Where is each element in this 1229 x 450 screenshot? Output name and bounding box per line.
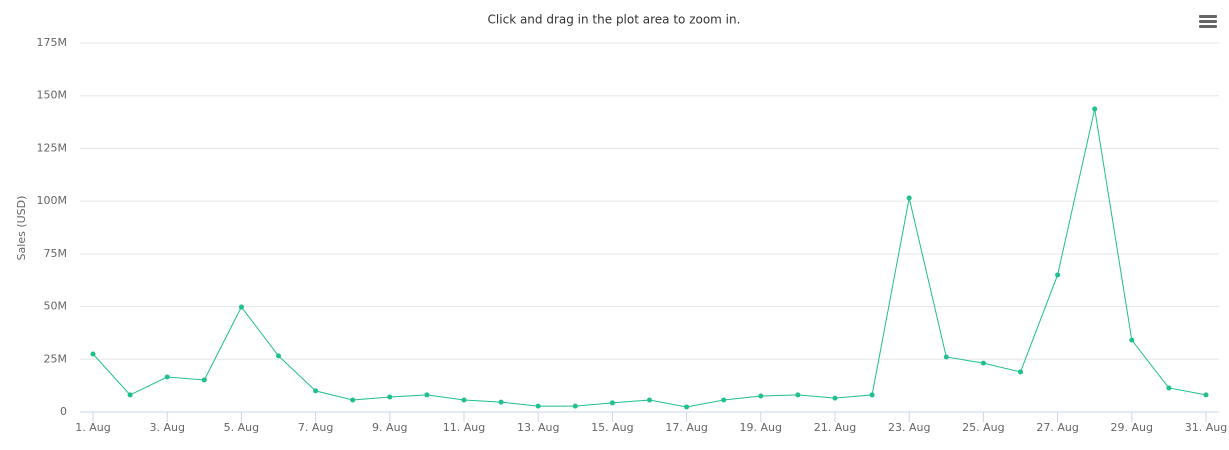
point-marker (164, 374, 170, 380)
point-marker (313, 388, 319, 394)
point-marker (1203, 392, 1209, 398)
point-marker (906, 195, 912, 201)
point-marker (647, 397, 652, 403)
point-marker (535, 403, 541, 409)
point-marker (869, 392, 875, 398)
point-marker (1055, 272, 1061, 278)
point-marker (684, 404, 690, 410)
y-tick-label: 50M (44, 300, 68, 313)
y-tick-label: 25M (44, 352, 68, 365)
menu-bar (1199, 20, 1217, 23)
y-tick-label: 0 (60, 405, 67, 418)
point-marker (943, 354, 949, 360)
x-tick-label: 9. Aug (372, 421, 407, 434)
point-marker (276, 353, 281, 359)
x-tick-label: 1. Aug (75, 421, 110, 434)
y-axis-label: Sales (USD) (15, 196, 28, 261)
chart-subtitle: Click and drag in the plot area to zoom … (488, 13, 741, 27)
y-tick-label: 75M (44, 247, 68, 260)
x-tick-label: 29. Aug (1111, 421, 1153, 434)
menu-bar (1199, 15, 1217, 18)
x-tick-label: 15. Aug (591, 421, 633, 434)
y-tick-label: 150M (37, 89, 68, 102)
x-tick-label: 25. Aug (962, 421, 1004, 434)
x-tick-label: 21. Aug (814, 421, 856, 434)
x-tick-label: 17. Aug (665, 421, 707, 434)
x-tick-label: 11. Aug (443, 421, 485, 434)
point-marker (498, 399, 504, 405)
point-marker (1018, 369, 1023, 375)
series-line (92, 108, 1207, 408)
y-tick-label: 100M (37, 194, 68, 207)
y-tick-label: 175M (37, 36, 68, 49)
point-marker (90, 351, 96, 357)
point-marker (1092, 106, 1098, 112)
point-marker (1129, 337, 1135, 343)
point-marker (201, 377, 207, 383)
point-marker (795, 392, 801, 398)
point-marker (758, 393, 764, 399)
x-tick-label: 13. Aug (517, 421, 559, 434)
point-marker (461, 397, 467, 403)
point-marker (1166, 385, 1172, 391)
x-tick-label: 19. Aug (740, 421, 782, 434)
point-marker (980, 360, 986, 366)
point-marker (127, 392, 133, 398)
point-marker (721, 397, 727, 403)
point-marker (424, 392, 430, 398)
point-marker (609, 400, 615, 406)
x-tick-label: 3. Aug (149, 421, 184, 434)
y-tick-label: 125M (37, 141, 68, 154)
x-tick-label: 7. Aug (298, 421, 333, 434)
x-tick-label: 27. Aug (1036, 421, 1078, 434)
menu-button[interactable] (1199, 15, 1217, 28)
point-marker (832, 395, 838, 401)
point-marker (572, 403, 578, 409)
point-marker (387, 394, 393, 400)
point-marker (350, 397, 356, 403)
x-tick-label: 31. Aug (1185, 421, 1227, 434)
x-tick-label: 5. Aug (224, 421, 259, 434)
x-tick-label: 23. Aug (888, 421, 930, 434)
point-marker (238, 304, 244, 310)
menu-bar (1199, 25, 1217, 28)
